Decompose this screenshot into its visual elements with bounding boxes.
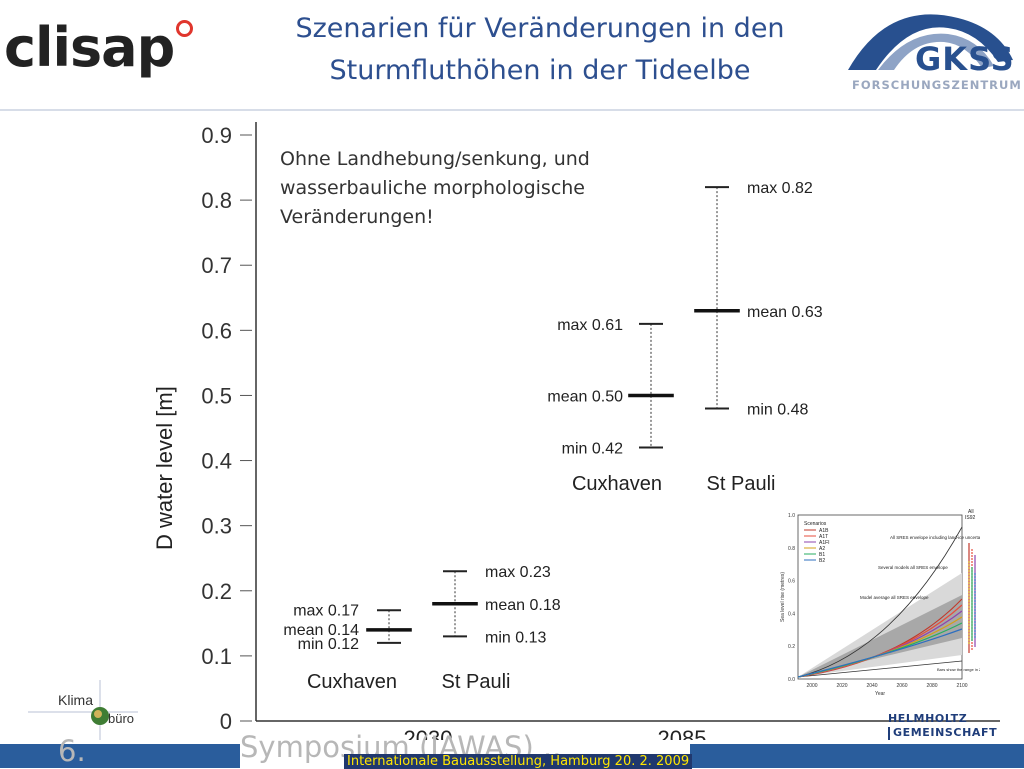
footer-band-left (0, 744, 240, 768)
gkss-logo-subtitle: FORSCHUNGSZENTRUM (852, 78, 1022, 92)
inset-annotation: Model average all SRES envelope (860, 595, 929, 600)
inset-upper-line (797, 526, 963, 678)
inset-annotation: All SRES envelope including land-ice unc… (890, 535, 980, 540)
inset-lower-line (797, 660, 963, 678)
inset-y-tick-label: 1.0 (788, 513, 795, 519)
y-tick-label: 0.6 (201, 318, 232, 343)
y-tick-label: 0.7 (201, 253, 232, 278)
y-axis-label: D water level [m] (152, 386, 177, 550)
max-label: max 0.17 (293, 602, 359, 619)
station-label: Cuxhaven (307, 671, 397, 693)
page-title: Szenarien für Veränderungen in den Sturm… (250, 8, 830, 92)
inset-x-tick-label: 2020 (836, 683, 847, 689)
inset-y-tick-label: 0.6 (788, 579, 795, 585)
y-tick-label: 0.5 (201, 383, 232, 408)
inset-y-tick-label: 0.4 (788, 611, 795, 617)
inset-right-label: All (968, 509, 974, 515)
footer: 6. Symposium (IAWAS) .. Internationale B… (0, 730, 1024, 769)
inset-legend-label: B1 (819, 552, 825, 558)
y-tick-label: 0 (220, 709, 232, 734)
inset-x-tick-label: 2080 (926, 683, 937, 689)
max-label: max 0.82 (747, 180, 813, 197)
inset-annotation: Bars show the range in 2100 produced by … (937, 667, 980, 672)
header: clisap Szenarien für Veränderungen in de… (0, 0, 1024, 111)
x-group-label: 2085 (658, 726, 707, 740)
min-label: min 0.13 (485, 629, 546, 646)
helmholtz-line-2: GEMEINSCHAFT (893, 726, 998, 739)
gkss-logo-text: GKSS (915, 40, 1015, 78)
max-label: max 0.23 (485, 564, 551, 581)
buero-text: büro (108, 711, 135, 726)
title-line-1: Szenarien für Veränderungen in den (295, 13, 785, 44)
inset-y-label: Sea level rise (metres) (780, 572, 786, 622)
water-level-chart: 0 0.1 0.2 0.3 0.4 0.5 0.6 0.7 0.8 0.9 D water leve… (152, 122, 1000, 740)
y-tick-label: 0.9 (201, 123, 232, 148)
gkss-arc-icon (848, 14, 1013, 70)
y-tick-label: 0.3 (201, 514, 232, 539)
inset-x-tick-label: 2000 (806, 683, 817, 689)
klima-globe-icon (28, 680, 138, 740)
min-label: min 0.48 (747, 401, 808, 418)
y-tick-label: 0.2 (201, 579, 232, 604)
min-label: min 0.42 (562, 441, 623, 458)
clisap-logo-text: clisap (4, 16, 175, 79)
clisap-logo: clisap (4, 16, 194, 79)
inset-x-tick-label: 2040 (866, 683, 877, 689)
helmholtz-line-1: HELMHOLTZ (888, 712, 968, 725)
inset-legend-label: A2 (819, 546, 825, 552)
footer-band-right (690, 744, 1024, 768)
sea-level-inset-chart: 0.0 0.2 0.4 0.6 0.8 1.0 2000 2020 2040 2060 2080 21… (772, 503, 980, 713)
helmholtz-logo: HELMHOLTZ GEMEINSCHAFT (888, 712, 997, 740)
inset-legend-label: B2 (819, 558, 825, 564)
min-label: min 0.12 (298, 636, 359, 653)
station-label: Cuxhaven (572, 473, 662, 495)
inset-annotation: Several models all SRES envelope (878, 565, 948, 570)
mean-label: mean 0.50 (547, 388, 623, 405)
station-label: St Pauli (707, 473, 776, 495)
inset-y-tick-label: 0.2 (788, 644, 795, 650)
inset-y-tick-label: 0.8 (788, 546, 795, 552)
inset-legend-title: Scenarios (804, 521, 827, 527)
chart-note: Ohne Landhebung/senkung, und wasserbauli… (280, 145, 640, 232)
footer-ghost-left: 6. (58, 734, 86, 768)
footer-event-text: Internationale Bauausstellung, Hamburg 2… (344, 754, 693, 769)
inset-x-tick-label: 2100 (956, 683, 967, 689)
klima-text: Klima (58, 692, 94, 708)
inset-envelope-outer (798, 573, 962, 677)
note-line-2: wasserbauliche morphologische (280, 177, 585, 199)
klimabuero-logo: Klima büro (28, 680, 148, 742)
inset-legend-label: A1T (819, 534, 828, 540)
y-tick-label: 0.8 (201, 188, 232, 213)
station-label: St Pauli (442, 671, 511, 693)
inset-y-tick-label: 0.0 (788, 677, 795, 683)
inset-scenario-line (797, 628, 963, 678)
note-line-3: Veränderungen! (280, 206, 434, 228)
y-tick-label: 0.1 (201, 644, 232, 669)
inset-legend-label: A1FI (819, 540, 830, 546)
y-tick-label: 0.4 (201, 449, 232, 474)
inset-right-label: IS92 (965, 515, 976, 521)
max-label: max 0.61 (557, 317, 623, 334)
inset-envelope-inner (798, 595, 962, 677)
inset-legend-label: A1B (819, 528, 829, 534)
title-line-2: Sturmfluthöhen in der Tideelbe (329, 55, 751, 86)
mean-label: mean 0.14 (283, 622, 359, 639)
mean-label: mean 0.63 (747, 304, 823, 321)
clisap-ring-icon (176, 20, 194, 37)
x-group-label: 2030 (404, 726, 453, 740)
inset-x-tick-label: 2060 (896, 683, 907, 689)
mean-label: mean 0.18 (485, 597, 561, 614)
header-divider (0, 109, 1024, 111)
note-line-1: Ohne Landhebung/senkung, und (280, 148, 590, 170)
inset-x-label: Year (875, 691, 885, 697)
